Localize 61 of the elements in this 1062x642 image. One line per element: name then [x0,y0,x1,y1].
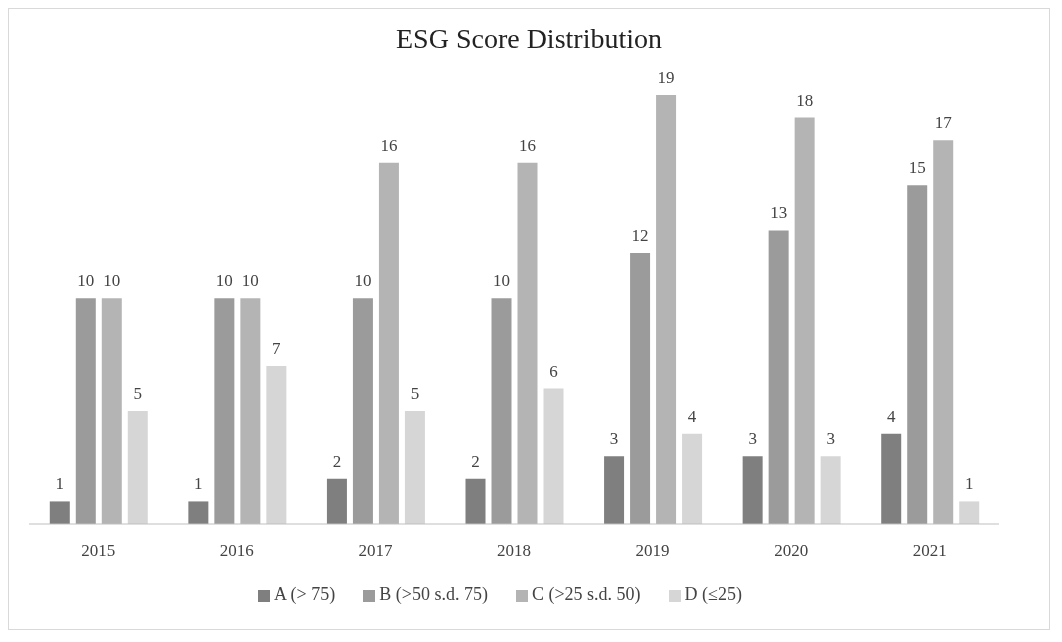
x-tick-label: 2017 [358,541,393,561]
data-label: 15 [908,158,926,178]
data-label: 1 [55,474,65,494]
bar [881,433,902,524]
data-label: 1 [964,474,974,494]
legend-label: B (>50 s.d. 75) [379,584,488,604]
data-label: 3 [826,429,835,449]
data-label: 7 [272,338,282,358]
data-label: 16 [380,135,398,155]
bar [682,433,703,524]
data-label: 17 [934,113,953,133]
bar [49,501,70,524]
data-label: 12 [631,226,649,246]
data-label: 18 [796,90,814,110]
bar [907,185,928,524]
bar [404,411,425,524]
data-label: 10 [215,271,233,291]
bar [266,365,287,524]
x-tick-label: 2020 [774,541,809,561]
bar [604,456,625,524]
bar [326,478,347,524]
data-label: 3 [609,429,619,449]
legend-label: C (>25 s.d. 50) [531,584,641,604]
data-label: 10 [493,271,510,291]
bar [768,230,789,524]
data-label: 1 [194,474,203,494]
data-label: 5 [410,384,420,404]
data-label: 16 [519,135,536,155]
data-label: 4 [886,406,896,426]
bar [543,388,564,524]
bar [959,501,980,524]
bar [188,501,209,524]
data-label: 10 [77,271,95,291]
x-tick-label: 2019 [635,541,670,561]
bar [820,456,841,524]
data-label: 2 [471,451,480,471]
bar [742,456,763,524]
bar [630,253,651,524]
legend-label: D (≤25) [684,584,742,604]
data-label: 10 [354,271,372,291]
data-label: 6 [549,361,558,381]
data-label: 4 [687,406,697,426]
data-label: 2 [332,451,342,471]
x-tick-label: 2018 [497,541,531,561]
bar [491,298,512,524]
x-tick-label: 2021 [912,541,947,561]
data-label: 19 [657,68,675,87]
bar [214,298,235,524]
data-label: 5 [133,384,143,404]
chart-title: ESG Score Distribution [395,23,663,55]
data-label: 10 [103,271,121,291]
x-tick-label: 2016 [219,541,254,561]
x-tick-label: 2015 [81,541,116,561]
bar [127,411,148,524]
legend-label: A (> 75) [274,584,336,604]
bar [352,298,373,524]
data-label: 10 [241,271,259,291]
bar [75,298,96,524]
bar [465,478,486,524]
data-label: 13 [770,203,788,223]
data-label: 3 [748,429,757,449]
